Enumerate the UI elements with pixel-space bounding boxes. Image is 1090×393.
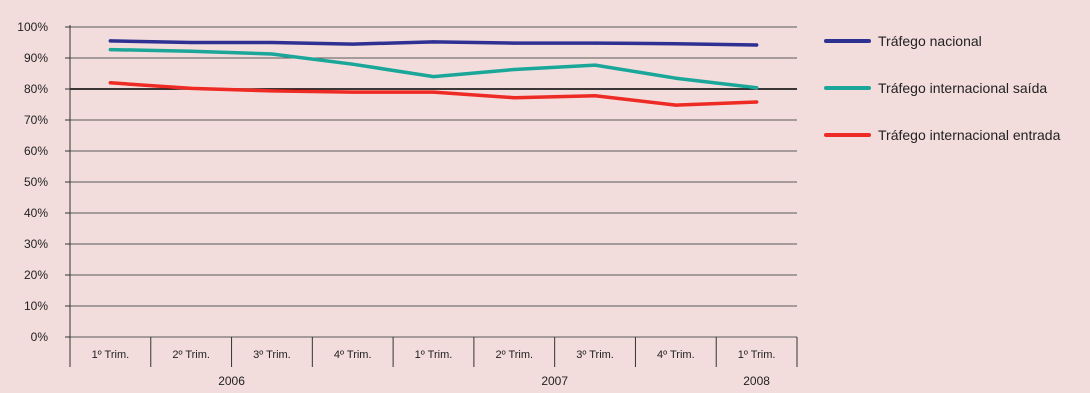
y-tick-label: 0% <box>31 330 49 344</box>
series-line-2 <box>108 47 759 90</box>
series-3-point <box>108 81 112 85</box>
y-tick-label: 70% <box>24 113 48 127</box>
series-1-point <box>674 42 678 46</box>
year-label-2007: 2007 <box>541 374 568 388</box>
x-tick-label: 3º Trim. <box>253 349 291 361</box>
series-3-point <box>755 100 759 104</box>
y-tick-label: 80% <box>24 82 48 96</box>
x-tick-label: 1º Trim. <box>738 349 776 361</box>
series-1-point <box>755 43 759 47</box>
series-2-point <box>674 76 678 80</box>
series-2-point <box>108 48 112 52</box>
y-tick-label: 30% <box>24 237 48 251</box>
series-3-point <box>674 103 678 107</box>
y-tick-label: 20% <box>24 268 48 282</box>
x-tick-label: 1º Trim. <box>415 349 453 361</box>
y-tick-label: 40% <box>24 206 48 220</box>
y-tick-label: 90% <box>24 51 48 65</box>
series-3-point <box>593 94 597 98</box>
series-2-point <box>351 62 355 66</box>
y-tick-label: 50% <box>24 175 48 189</box>
series-1-point <box>351 42 355 46</box>
legend-label-2: Tráfego internacional saída <box>878 80 1047 96</box>
series-line-3 <box>108 81 759 107</box>
series-3-point <box>431 90 436 94</box>
y-tick-label: 10% <box>24 299 48 313</box>
year-label-2006: 2006 <box>218 374 245 388</box>
x-tick-label: 3º Trim. <box>576 349 614 361</box>
series-1-point <box>512 41 516 45</box>
x-tick-label: 2º Trim. <box>495 349 533 361</box>
y-tick-label: 60% <box>24 144 48 158</box>
series-2-point <box>189 49 193 53</box>
year-label-2008: 2008 <box>743 374 770 388</box>
series-2-point <box>593 63 597 67</box>
series-2-point <box>755 86 759 90</box>
x-tick-label: 2º Trim. <box>172 349 210 361</box>
x-tick-label: 4º Trim. <box>657 349 695 361</box>
series-3-point <box>189 86 193 90</box>
series-3-point <box>270 89 274 93</box>
series-1-point <box>270 40 274 45</box>
series-3-point <box>351 90 355 94</box>
series-2-point <box>270 52 274 56</box>
series-1-point <box>431 40 436 44</box>
series-1-point <box>108 39 112 43</box>
series-2-point <box>431 75 436 79</box>
x-tick-label: 4º Trim. <box>334 349 372 361</box>
x-tick-label: 1º Trim. <box>92 349 130 361</box>
legend-label-3: Tráfego internacional entrada <box>878 127 1061 143</box>
series-2-point <box>512 67 516 72</box>
series-1-point <box>593 41 597 45</box>
series-1-point <box>189 40 193 45</box>
y-tick-label: 100% <box>17 20 48 34</box>
series-3-point <box>512 96 516 100</box>
legend-label-1: Tráfego nacional <box>878 33 982 49</box>
